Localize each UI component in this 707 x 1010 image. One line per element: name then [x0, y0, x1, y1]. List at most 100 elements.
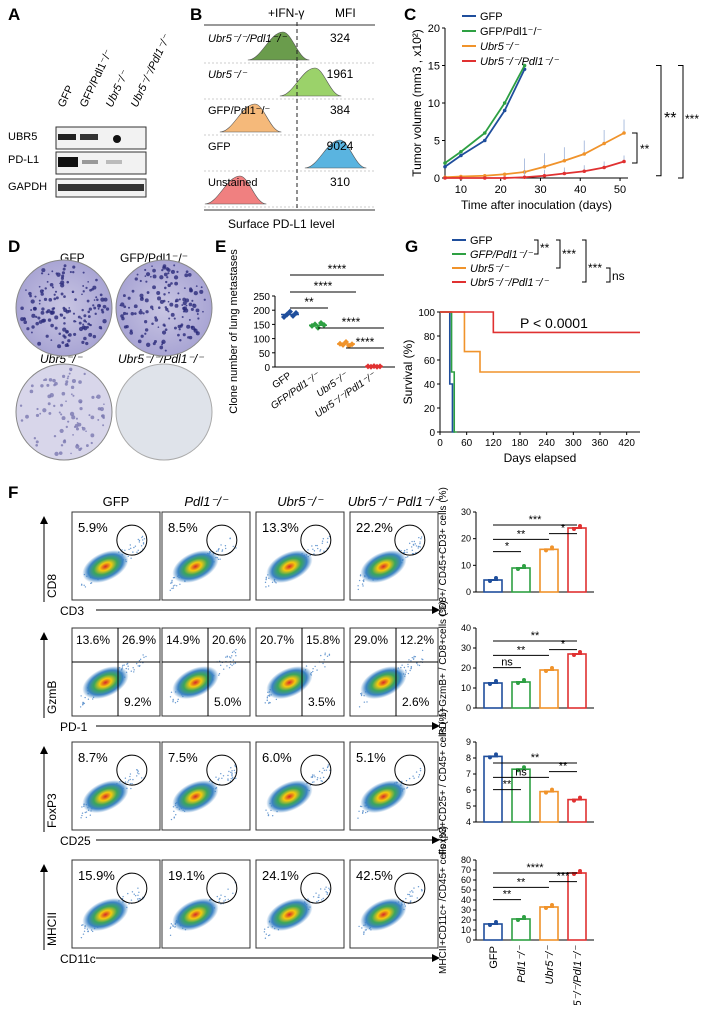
x-tick-label: 120 [485, 438, 502, 449]
flow-event [417, 885, 420, 888]
colony [182, 301, 187, 306]
flow-event [321, 542, 324, 544]
data-point [482, 131, 487, 135]
colony [69, 411, 75, 417]
flow-event [234, 652, 237, 654]
colony [66, 280, 70, 284]
data-point [488, 755, 492, 760]
flow-event [410, 660, 412, 662]
flow-event [224, 547, 227, 550]
x-tick-label: 240 [538, 438, 555, 449]
colony [87, 315, 91, 318]
legend-label: GFP [470, 235, 493, 247]
flow-event [235, 648, 237, 651]
colony [131, 289, 135, 293]
colony [70, 369, 72, 372]
flow-event [407, 666, 409, 668]
flow-event [323, 659, 325, 661]
flow-event [421, 649, 424, 652]
flow-event [361, 927, 363, 929]
colony [30, 331, 33, 334]
flow-event [136, 551, 138, 553]
flow-event [361, 583, 364, 585]
flow-event [312, 670, 314, 673]
sig-label: ** [503, 889, 512, 901]
bar [567, 798, 587, 823]
hist-row-label: Ubr5⁻/⁻/Pdl1⁻/⁻ [208, 33, 287, 45]
mfi-value: 310 [330, 175, 350, 189]
data-point [516, 918, 520, 922]
flow-event [172, 701, 174, 703]
flow-event [326, 766, 329, 769]
flow-event [140, 545, 143, 547]
y-tick-label: 40 [424, 380, 436, 391]
flow-event [412, 544, 415, 546]
flow-event [328, 653, 331, 656]
data-point [602, 165, 606, 170]
arrowhead [40, 864, 48, 872]
flow-event [403, 549, 406, 552]
flow-event [420, 536, 423, 538]
y-axis-label: Tumor volume (mm3 , x10²) [410, 29, 424, 177]
colony [168, 291, 170, 294]
data-point [516, 567, 520, 571]
y-tick-label: 60 [424, 356, 436, 367]
colony [47, 318, 52, 322]
flow-event [227, 898, 229, 901]
y-tick-label: 0 [264, 363, 270, 374]
panel-letter-b: B [190, 5, 202, 24]
histogram-curve [204, 175, 267, 205]
colony [79, 401, 82, 404]
flow-event [132, 551, 134, 553]
y-tick-label: 15 [428, 61, 440, 73]
colony [87, 281, 89, 283]
flow-event [132, 778, 134, 781]
colony [72, 312, 76, 315]
flow-event [235, 777, 237, 780]
flow-event [218, 900, 220, 903]
colony [67, 339, 71, 343]
flow-event [316, 669, 318, 671]
x-tick-label: 300 [565, 438, 582, 449]
colony [59, 313, 62, 316]
flow-event [412, 775, 414, 777]
band [82, 160, 98, 164]
flow-event [357, 817, 359, 819]
flow-event [85, 811, 88, 813]
flow-event [358, 579, 361, 582]
colony [85, 430, 87, 433]
sig-label: *** [529, 514, 543, 526]
flow-event [227, 888, 229, 890]
flow-event [172, 925, 174, 928]
flow-event [122, 664, 124, 667]
bar [483, 579, 503, 593]
flow-event [419, 546, 422, 548]
flow-column-header: Ubr5⁻/⁻ Pdl1⁻/⁻ [348, 494, 442, 509]
data-point [482, 176, 487, 180]
density-cloud [172, 898, 219, 932]
blot-row-gapdh: GAPDH [8, 181, 47, 193]
flow-event [132, 667, 134, 669]
flow-event [265, 586, 267, 588]
flow-event [312, 548, 314, 550]
lane-label-ubr5-pdl1: Ubr5⁻/⁻/Pdl1⁻/⁻ [129, 32, 173, 109]
x-tick-label: 20 [495, 184, 507, 196]
sig-bracket [556, 239, 561, 269]
gate-circle [116, 524, 148, 556]
flow-event [138, 773, 140, 775]
colony [195, 331, 200, 336]
flow-event [125, 667, 127, 670]
sig-label: **** [342, 315, 361, 329]
sig-label: ns [501, 657, 513, 669]
flow-event [129, 773, 132, 775]
colony [193, 290, 198, 296]
flow-event [232, 545, 234, 548]
flow-event [263, 928, 266, 930]
band [58, 134, 76, 140]
y-tick-label: 40 [461, 623, 471, 633]
colony [82, 285, 85, 287]
flow-event [268, 701, 270, 704]
colony [144, 275, 147, 277]
colony [134, 277, 138, 281]
colony [173, 275, 179, 280]
